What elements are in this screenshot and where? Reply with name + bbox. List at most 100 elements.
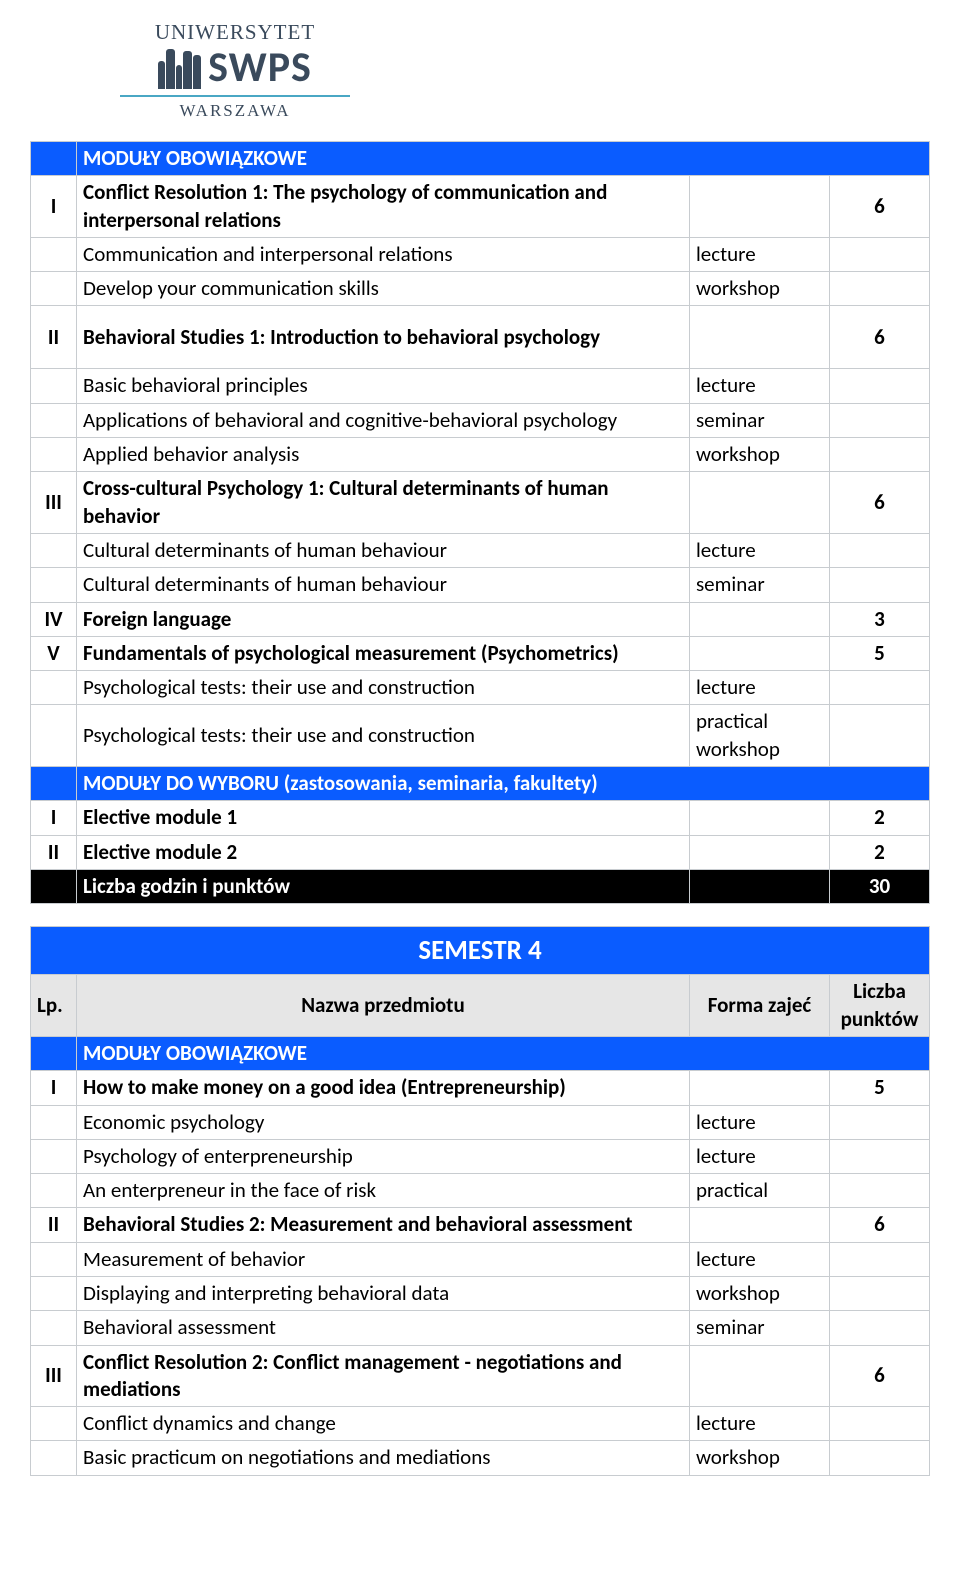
row-points: 6 xyxy=(829,472,929,534)
row-number xyxy=(31,1277,77,1311)
row-form xyxy=(689,636,829,670)
row-points xyxy=(829,1139,929,1173)
row-points xyxy=(829,403,929,437)
row-points: 3 xyxy=(829,602,929,636)
row-number xyxy=(31,1311,77,1345)
row-number: I xyxy=(31,1071,77,1105)
table-row: Psychology of enterpreneurshiplecture xyxy=(31,1139,930,1173)
row-form: practical workshop xyxy=(689,705,829,767)
row-name: Foreign language xyxy=(77,602,690,636)
row-form xyxy=(689,835,829,869)
row-name: Behavioral Studies 2: Measurement and be… xyxy=(77,1208,690,1242)
row-name: Economic psychology xyxy=(77,1105,690,1139)
row-points xyxy=(829,237,929,271)
col-header-pts: Liczba punktów xyxy=(829,975,929,1037)
col-header-form: Forma zajeć xyxy=(689,975,829,1037)
row-number: II xyxy=(31,306,77,369)
table-row: An enterpreneur in the face of riskpract… xyxy=(31,1174,930,1208)
row-points: 2 xyxy=(829,835,929,869)
row-points: 5 xyxy=(829,1071,929,1105)
row-number xyxy=(31,705,77,767)
row-number: IV xyxy=(31,602,77,636)
row-points xyxy=(829,533,929,567)
row-number xyxy=(31,272,77,306)
row-name: Behavioral assessment xyxy=(77,1311,690,1345)
logo-main-text: SWPS xyxy=(208,47,312,89)
row-name: Fundamentals of psychological measuremen… xyxy=(77,636,690,670)
table-row: Basic practicum on negotiations and medi… xyxy=(31,1441,930,1475)
row-number: II xyxy=(31,1208,77,1242)
row-points: 6 xyxy=(829,176,929,238)
row-points xyxy=(829,1277,929,1311)
curriculum-table-1: MODUŁY OBOWIĄZKOWE IConflict Resolution … xyxy=(30,141,930,904)
row-form xyxy=(689,1071,829,1105)
row-name: Develop your communication skills xyxy=(77,272,690,306)
table-row: Applications of behavioral and cognitive… xyxy=(31,403,930,437)
column-header-row: Lp. Nazwa przedmiotu Forma zajeć Liczba … xyxy=(31,975,930,1037)
row-number xyxy=(31,1174,77,1208)
row-number xyxy=(31,369,77,403)
row-form: workshop xyxy=(689,1441,829,1475)
total-label: Liczba godzin i punktów xyxy=(77,869,690,903)
col-header-name: Nazwa przedmiotu xyxy=(77,975,690,1037)
row-number: I xyxy=(31,176,77,238)
row-name: Psychological tests: their use and const… xyxy=(77,671,690,705)
section-header-text: MODUŁY DO WYBORU (zastosowania, seminari… xyxy=(77,767,930,801)
row-points xyxy=(829,568,929,602)
section-header-mandatory-2: MODUŁY OBOWIĄZKOWE xyxy=(31,1036,930,1070)
total-row: Liczba godzin i punktów 30 xyxy=(31,869,930,903)
table-row: IElective module 12 xyxy=(31,801,930,835)
row-number: III xyxy=(31,472,77,534)
row-form xyxy=(689,801,829,835)
row-number xyxy=(31,237,77,271)
table-row: IVForeign language 3 xyxy=(31,602,930,636)
row-name: Conflict Resolution 1: The psychology of… xyxy=(77,176,690,238)
row-form: lecture xyxy=(689,1407,829,1441)
row-name: Cultural determinants of human behaviour xyxy=(77,568,690,602)
row-form xyxy=(689,306,829,369)
row-points xyxy=(829,1311,929,1345)
semester-title: SEMESTR 4 xyxy=(31,927,930,975)
row-points: 6 xyxy=(829,1345,929,1407)
row-name: Cross-cultural Psychology 1: Cultural de… xyxy=(77,472,690,534)
row-name: Psychology of enterpreneurship xyxy=(77,1139,690,1173)
col-header-lp: Lp. xyxy=(31,975,77,1037)
row-form: lecture xyxy=(689,533,829,567)
row-name: Cultural determinants of human behaviour xyxy=(77,533,690,567)
row-number xyxy=(31,671,77,705)
section-header-electives: MODUŁY DO WYBORU (zastosowania, seminari… xyxy=(31,767,930,801)
table-row: IHow to make money on a good idea (Entre… xyxy=(31,1071,930,1105)
logo-bottom-text: WARSZAWA xyxy=(120,101,350,121)
row-number: III xyxy=(31,1345,77,1407)
row-number xyxy=(31,568,77,602)
table-row: IIBehavioral Studies 2: Measurement and … xyxy=(31,1208,930,1242)
row-name: How to make money on a good idea (Entrep… xyxy=(77,1071,690,1105)
row-form xyxy=(689,1208,829,1242)
university-logo: UNIWERSYTET SWPS WARSZAWA xyxy=(120,20,350,121)
row-name: Displaying and interpreting behavioral d… xyxy=(77,1277,690,1311)
row-form: workshop xyxy=(689,438,829,472)
table-row: VFundamentals of psychological measureme… xyxy=(31,636,930,670)
section-header-text: MODUŁY OBOWIĄZKOWE xyxy=(77,1036,930,1070)
row-form: lecture xyxy=(689,671,829,705)
table-row: Cultural determinants of human behaviour… xyxy=(31,568,930,602)
row-points xyxy=(829,369,929,403)
table-row: IIICross-cultural Psychology 1: Cultural… xyxy=(31,472,930,534)
table-row: IIElective module 22 xyxy=(31,835,930,869)
table-row: Communication and interpersonal relation… xyxy=(31,237,930,271)
row-points xyxy=(829,671,929,705)
row-number xyxy=(31,533,77,567)
table-row: Conflict dynamics and changelecture xyxy=(31,1407,930,1441)
table-row: Basic behavioral principleslecture xyxy=(31,369,930,403)
row-form: seminar xyxy=(689,403,829,437)
table-row: IIIConflict Resolution 2: Conflict manag… xyxy=(31,1345,930,1407)
row-points xyxy=(829,272,929,306)
row-points: 5 xyxy=(829,636,929,670)
row-number xyxy=(31,403,77,437)
row-points xyxy=(829,1407,929,1441)
row-name: Applications of behavioral and cognitive… xyxy=(77,403,690,437)
section-header-text: MODUŁY OBOWIĄZKOWE xyxy=(77,142,930,176)
row-name: An enterpreneur in the face of risk xyxy=(77,1174,690,1208)
row-form: seminar xyxy=(689,1311,829,1345)
table-row: Psychological tests: their use and const… xyxy=(31,705,930,767)
